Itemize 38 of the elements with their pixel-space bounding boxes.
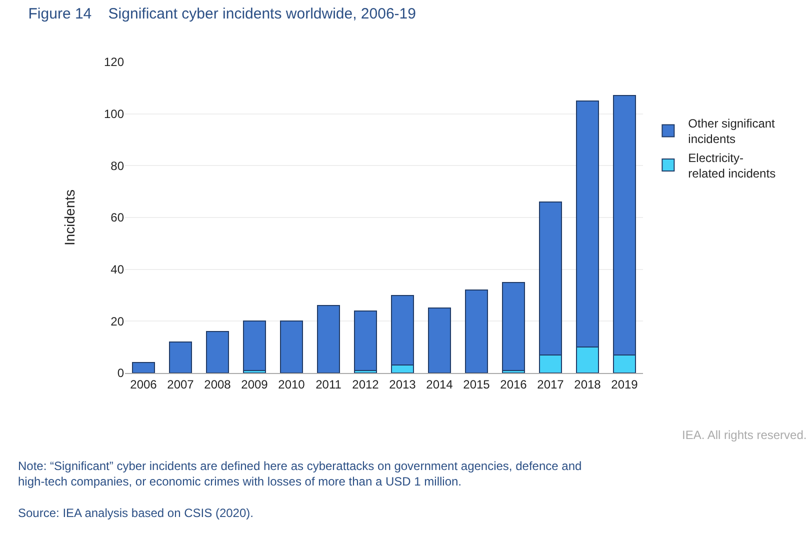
text: Note: “Significant” cyber incidents are defined here as cyberattacks on government agencies, defence and high-tech companies, or economic crimes with losses of more than a USD 1 million. [18,459,582,489]
x-tick-label: 2006 [130,377,158,392]
y-tick-label: 120 [104,55,124,70]
bar [316,305,340,373]
x-tick-label: 2017 [537,377,564,392]
x-tick-label: 2019 [611,377,638,392]
bar [464,290,488,373]
x-tick-label: 2007 [167,377,194,392]
x-tick-label: 2008 [204,377,232,392]
text: IEA. All rights reserved. [682,428,807,442]
legend-label: Other significant incidents [688,116,776,146]
y-tick-label: 40 [110,262,124,277]
x-tick-label: 2015 [463,377,490,392]
x-tick-label: 2014 [426,377,454,392]
bar [168,341,192,373]
bar [428,308,452,373]
y-tick-label: 20 [110,314,124,328]
y-tick-label: 60 [110,210,124,225]
bar [242,320,266,371]
y-axis-title: Incidents [62,189,78,246]
bar [206,331,230,373]
bar [132,362,156,373]
x-tick-label: 2011 [316,377,342,392]
bar [280,320,304,373]
source-note: Source: IEA analysis based on CSIS (2020). [18,506,254,520]
x-tick-label: 2012 [352,377,380,392]
y-tick-label: 0 [117,366,124,380]
bar [354,310,378,371]
y-tick-label: 80 [110,158,124,173]
x-tick-label: 2018 [574,377,602,392]
bar [502,282,526,371]
x-tick-label: 2010 [278,377,306,392]
chart-title: Figure 14 Significant cyber incidents worldwide, 2006-19 [28,6,416,23]
x-tick-label: 2013 [389,377,416,392]
legend-label: Electricity-related incidents [688,150,776,180]
y-tick-label: 100 [104,107,124,122]
x-tick-label: 2016 [500,377,528,392]
x-tick-label: 2009 [241,377,268,392]
